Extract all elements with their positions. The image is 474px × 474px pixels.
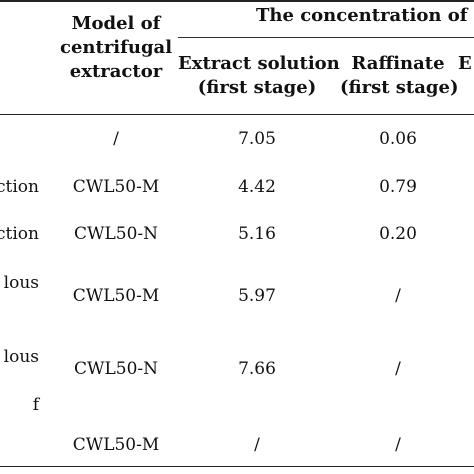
- row-3-label: ction: [0, 224, 39, 244]
- row-1-extract: 7.05: [238, 129, 276, 149]
- extract-header-line-2: (first stage): [197, 77, 317, 98]
- row-2-extract: 4.42: [238, 177, 276, 197]
- model-header-line-1: Model of: [71, 13, 161, 34]
- row-4-raffinate: /: [395, 286, 401, 306]
- row-1-raffinate: 0.06: [379, 129, 417, 149]
- group-header-rule: [178, 37, 474, 38]
- row-3-model: CWL50-N: [73, 224, 159, 244]
- row-3-raffinate: 0.20: [379, 224, 417, 244]
- row-4-model: CWL50-M: [72, 286, 160, 306]
- row-6-extract: /: [254, 435, 260, 455]
- raffinate-column-header: Raffinate (first stage): [340, 52, 459, 100]
- row-5-model: CWL50-N: [73, 359, 159, 379]
- row-2-raffinate: 0.79: [379, 177, 417, 197]
- row-4-label: lous: [3, 273, 39, 293]
- table-top-rule: [0, 0, 474, 2]
- extract-column-header: Extract solution (first stage): [178, 52, 340, 100]
- row-5-label: lous: [3, 347, 39, 367]
- model-header-line-2: centrifugal: [60, 37, 173, 58]
- row-6-model: CWL50-M: [72, 435, 160, 455]
- table-bottom-rule: [0, 466, 474, 467]
- row-5-extract: 7.66: [238, 359, 276, 379]
- header-bottom-rule: [0, 114, 474, 115]
- row-6-raffinate: /: [395, 435, 401, 455]
- model-column-header: Model of centrifugal extractor: [60, 12, 172, 84]
- row-2-model: CWL50-M: [72, 177, 160, 197]
- concentration-group-header: The concentration of s: [256, 5, 474, 26]
- row-3-extract: 5.16: [238, 224, 276, 244]
- extract-header-line-1: Extract solution: [178, 53, 340, 74]
- model-header-line-3: extractor: [69, 61, 163, 82]
- raffinate-header-line-1: Raffinate: [351, 53, 445, 74]
- row-4-extract: 5.97: [238, 286, 276, 306]
- raffinate-header-line-2: (first stage): [340, 77, 459, 98]
- row-6-label: f: [32, 395, 39, 415]
- row-2-label: ction: [0, 177, 39, 197]
- clipped-column-header: E: [458, 53, 472, 74]
- row-5-raffinate: /: [395, 359, 401, 379]
- row-1-model: /: [113, 129, 119, 149]
